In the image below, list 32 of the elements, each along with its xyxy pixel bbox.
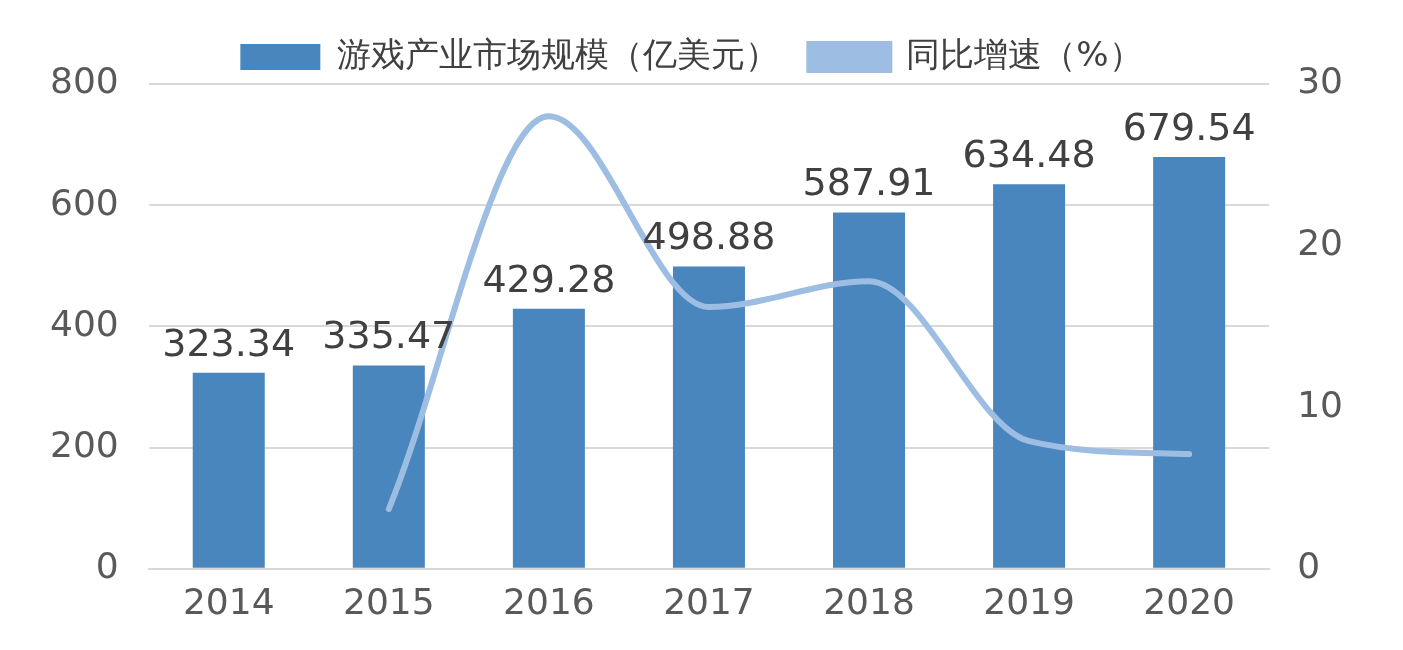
x-tick-label: 2020 (1143, 580, 1235, 622)
y-tick-label: 400 (49, 302, 119, 344)
bar (672, 266, 745, 568)
y-tick-label: 200 (49, 423, 119, 465)
y2-tick-label: 20 (1297, 221, 1343, 263)
y2-tick-label: 30 (1297, 60, 1343, 102)
y-tick-label: 800 (49, 60, 119, 102)
data-label: 634.48 (962, 132, 1096, 177)
y-tick-label: 600 (49, 181, 119, 223)
x-tick-label: 2017 (663, 580, 755, 622)
legend-label: 同比增速（%） (906, 33, 1143, 74)
bar (833, 212, 906, 568)
data-label: 323.34 (162, 320, 296, 365)
x-tick-label: 2014 (182, 580, 275, 622)
data-label: 335.47 (322, 313, 456, 358)
data-label: 587.91 (802, 160, 936, 205)
data-label: 429.28 (482, 256, 616, 301)
data-label: 679.54 (1122, 104, 1256, 149)
data-label: 498.88 (642, 214, 776, 259)
y2-tick-label: 0 (1297, 545, 1321, 587)
x-tick-label: 2019 (983, 580, 1075, 622)
bar (512, 308, 585, 568)
x-tick-label: 2016 (503, 580, 595, 622)
bar (192, 372, 265, 568)
bar (1153, 157, 1226, 568)
y-tick-label: 0 (95, 545, 119, 587)
bar (352, 365, 425, 568)
bar (993, 184, 1066, 568)
x-tick-label: 2018 (823, 580, 915, 622)
x-tick-label: 2015 (343, 580, 435, 622)
y2-tick-label: 10 (1297, 383, 1343, 425)
legend-label: 游戏产业市场规模（亿美元） (337, 33, 780, 74)
